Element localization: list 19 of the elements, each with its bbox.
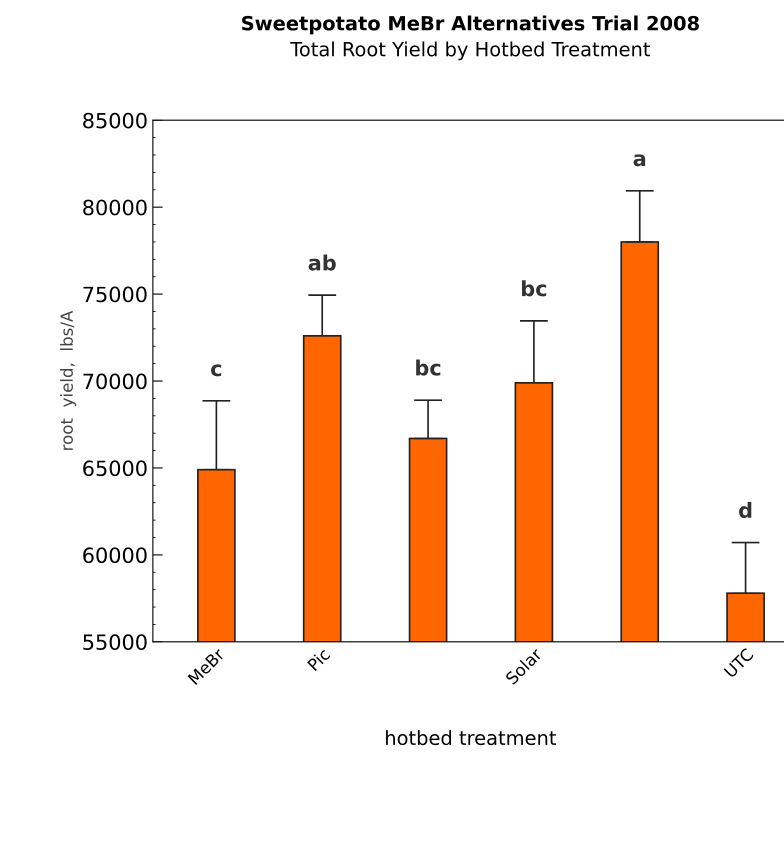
chart-title: Sweetpotato MeBr Alternatives Trial 2008 xyxy=(242,16,699,34)
annotation: ab xyxy=(308,254,336,271)
x-tick-label: Pic xyxy=(306,647,331,672)
annotation: a xyxy=(634,154,646,166)
y-tick-label: 60000 xyxy=(83,547,147,564)
y-tick-label: 75000 xyxy=(83,286,147,302)
y-tick-label: 80000 xyxy=(83,200,147,216)
x-axis-title: hotbed treatment xyxy=(386,730,556,746)
annotation: bc xyxy=(522,280,546,296)
y-tick-label: 85000 xyxy=(83,112,147,128)
annotation: d xyxy=(739,502,752,518)
chart-subtitle: Total Root Yield by Hotbed Treatment xyxy=(290,41,650,60)
y-tick-label: 70000 xyxy=(83,373,147,390)
y-tick-label: 65000 xyxy=(83,460,147,476)
annotation: bc xyxy=(416,360,440,376)
y-axis-title: root yield, lbs/A xyxy=(60,310,76,450)
y-tick-label: 55000 xyxy=(83,634,147,650)
x-tick-label: UTC xyxy=(723,648,754,678)
annotation: c xyxy=(211,364,222,376)
